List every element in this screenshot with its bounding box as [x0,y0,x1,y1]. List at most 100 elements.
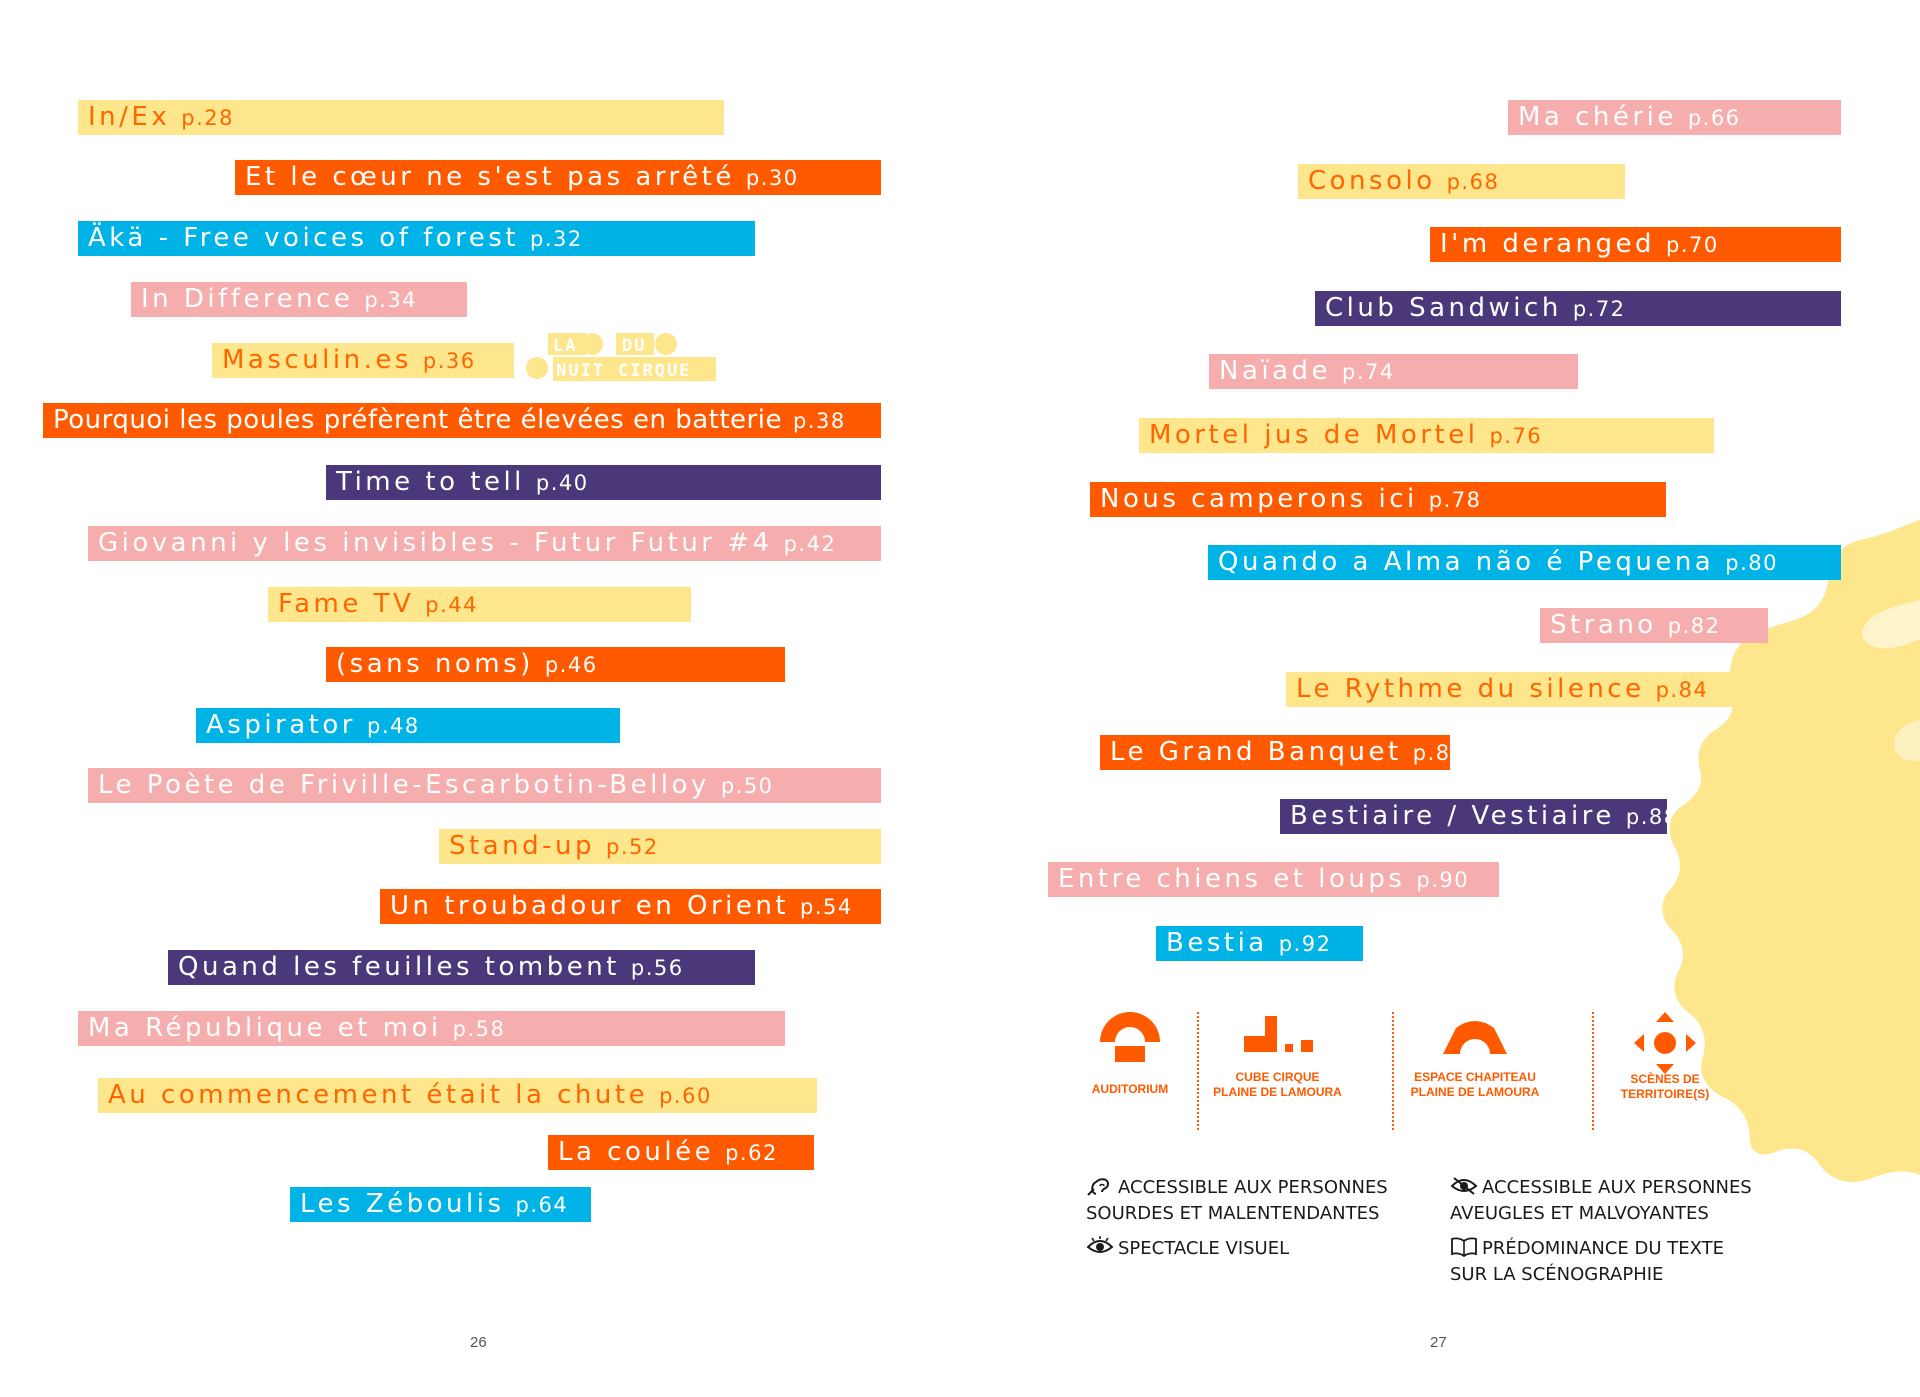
entry-bar[interactable]: Fame TV p.44 [268,587,691,622]
entry-title: Aspirator [206,710,356,740]
entry-page: p.36 [422,349,476,373]
entry-bar[interactable]: Le Poète de Friville-Escarbotin-Belloy p.… [88,768,881,803]
venue-label: SCÈNES DE [1630,1072,1700,1086]
entry-bar[interactable]: Au commencement était la chute p.60 [98,1078,817,1113]
entry-page: p.58 [452,1017,506,1041]
entry-bar[interactable]: I'm deranged p.70 [1430,227,1841,262]
entry-bar[interactable]: Le Grand Banquet p.86 [1100,735,1450,770]
entry-page: p.32 [530,227,583,251]
hearing-aid-icon [1087,1178,1110,1196]
entry-bar[interactable]: Ma République et moi p.58 [78,1011,785,1046]
entry-title: Et le cœur ne s'est pas arrêté [245,162,735,192]
entry-bar[interactable]: Et le cœur ne s'est pas arrêté p.30 [235,160,881,195]
entry-title: Äkä - Free voices of forest [88,223,520,253]
venue-label: PLAINE DE LAMOURA [1213,1085,1342,1099]
entry-bar[interactable]: La coulée p.62 [548,1135,814,1170]
entry-title: Pourquoi les poules préfèrent être élevé… [53,405,782,435]
entry-page: p.40 [535,471,589,495]
entry-page: p.44 [425,593,478,617]
entry-bar[interactable]: In Difference p.34 [131,282,467,317]
left-page: In/Ex p.28 Et le cœur ne s'est pas arrêté… [43,100,881,1351]
entry-bar[interactable]: Les Zéboulis p.64 [290,1187,591,1222]
entry-bar[interactable]: Entre chiens et loups p.90 [1048,862,1499,897]
venue-label: CUBE CIRQUE [1235,1070,1320,1084]
entry-bar[interactable]: Bestiaire / Vestiaire p.88 [1280,799,1667,834]
entry-page: p.56 [630,956,684,980]
divider [1592,1012,1594,1130]
entry-page: p.54 [800,895,853,919]
entry-bar[interactable]: Stand-up p.52 [439,829,881,864]
entry-bar[interactable]: In/Ex p.28 [78,100,724,135]
entry-page: p.52 [605,835,659,859]
entry-title: Au commencement était la chute [108,1080,649,1110]
entry-bar[interactable]: Giovanni y les invisibles - Futur Futur … [88,526,881,561]
entry-title: Stand-up [449,831,595,861]
entry-page: p.92 [1278,932,1332,956]
entry-bar[interactable]: Aspirator p.48 [196,708,620,743]
venue-espace-chapiteau: ESPACE CHAPITEAU PLAINE DE LAMOURA [1405,1010,1545,1135]
entry-page: p.46 [544,653,598,677]
entry-title: In Difference [141,284,354,314]
badge-text: LA [553,336,577,356]
venue-legend: AUDITORIUM CUBE CIRQUE PLAINE DE LAMOURA… [1080,1010,1740,1135]
entry-title: Consolo [1308,166,1436,196]
cube-cirque-icon [1243,1016,1313,1052]
entry-title: Bestiaire / Vestiaire [1290,801,1615,831]
entry-bar[interactable]: Time to tell p.40 [326,465,881,500]
entry-bar[interactable]: Bestia p.92 [1156,926,1363,961]
entry-page: p.66 [1687,106,1741,130]
entry-bar[interactable]: Le Rythme du silence p.84 [1286,672,1749,707]
crossed-eye-icon [1450,1177,1478,1195]
entry-page: p.42 [783,532,837,556]
map-shape [1662,520,1920,1182]
venue-label: AUDITORIUM [1091,1082,1169,1096]
legend-text: AVEUGLES ET MALVOYANTES [1450,1203,1709,1224]
legend-text: ACCESSIBLE AUX PERSONNES [1482,1177,1752,1198]
entry-bar[interactable]: Un troubadour en Orient p.54 [380,889,881,924]
entry-page: p.30 [745,166,799,190]
legend-text: PRÉDOMINANCE DU TEXTE [1482,1238,1725,1259]
page-number: 26 [470,1334,487,1351]
venue-scenes-territoire: SCÈNES DE TERRITOIRE(S) [1605,1010,1725,1135]
legend-text: ACCESSIBLE AUX PERSONNES [1118,1177,1388,1198]
entry-page: p.80 [1725,551,1778,575]
entry-title: Nous camperons ici [1100,484,1418,514]
entry-title: Ma République et moi [88,1013,442,1043]
entry-page: p.38 [792,409,846,433]
divider [1392,1012,1394,1130]
entry-bar[interactable]: Strano p.82 [1540,608,1768,643]
entry-title: Un troubadour en Orient [390,891,790,921]
entry-page: p.74 [1342,360,1395,384]
entry-title: Le Poète de Friville-Escarbotin-Belloy [98,770,710,800]
entry-title: Les Zéboulis [300,1189,505,1219]
entry-bar[interactable]: Mortel jus de Mortel p.76 [1139,418,1714,453]
entry-bar[interactable]: Club Sandwich p.72 [1315,291,1841,326]
badge-text: CIRQUE [618,361,691,381]
entry-page: p.76 [1489,424,1543,448]
entry-title: Le Grand Banquet [1110,737,1402,767]
entry-bar[interactable]: Nous camperons ici p.78 [1090,482,1666,517]
legend-text-predominance: PRÉDOMINANCE DU TEXTE SUR LA SCÉNOGRAPHI… [1450,1235,1724,1288]
entry-title: Entre chiens et loups [1058,864,1406,894]
divider [1197,1012,1199,1130]
entry-title: I'm deranged [1440,229,1656,259]
entry-title: Le Rythme du silence [1296,674,1645,704]
entry-bar[interactable]: Quand les feuilles tombent p.56 [168,950,755,985]
entry-bar[interactable]: Masculin.es p.36 [212,343,514,378]
entry-bar[interactable]: Consolo p.68 [1298,164,1625,199]
entry-bar[interactable]: Ma chérie p.66 [1508,100,1841,135]
entry-page: p.90 [1416,868,1470,892]
entry-bar[interactable]: Naïade p.74 [1209,354,1578,389]
entry-page: p.72 [1572,297,1626,321]
entry-bar[interactable]: Äkä - Free voices of forest p.32 [78,221,755,256]
entry-page: p.82 [1667,614,1721,638]
entry-bar[interactable]: (sans noms) p.46 [326,647,785,682]
entry-bar[interactable]: Pourquoi les poules préfèrent être élevé… [43,403,881,438]
legend-visual: SPECTACLE VISUEL [1086,1235,1289,1262]
entry-bar[interactable]: Quando a Alma não é Pequena p.80 [1208,545,1841,580]
scenes-territoire-icon [1634,1012,1696,1074]
entry-title: Ma chérie [1518,102,1677,132]
badge-text: NUIT [556,361,605,381]
entry-title: Bestia [1166,928,1268,958]
entry-page: p.62 [725,1141,778,1165]
